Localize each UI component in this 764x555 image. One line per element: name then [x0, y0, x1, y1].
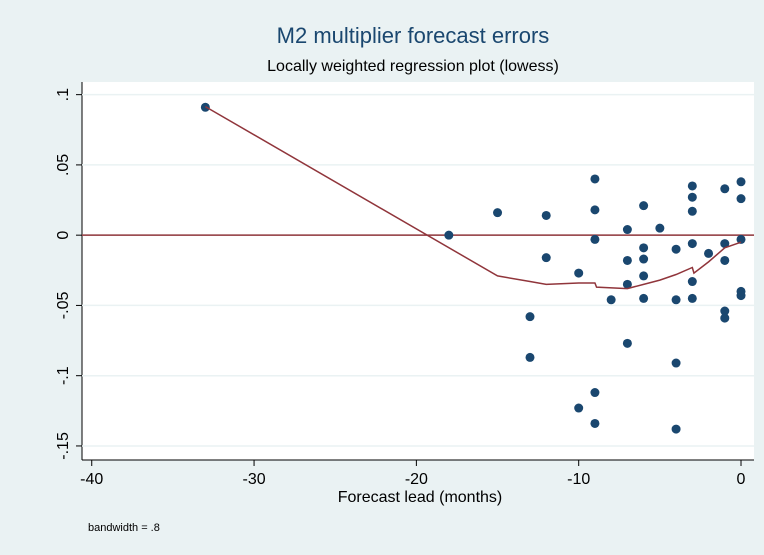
- x-tick-label: -10: [567, 471, 590, 488]
- point: [444, 230, 454, 240]
- point: [525, 352, 535, 362]
- y-tick-label: .1: [55, 88, 72, 101]
- point: [671, 244, 681, 254]
- point: [720, 184, 730, 194]
- point: [687, 206, 697, 216]
- point: [736, 194, 746, 204]
- y-tick-label: -.05: [55, 292, 72, 320]
- point: [671, 424, 681, 434]
- y-tick-label: 0: [55, 231, 72, 240]
- point: [639, 271, 649, 281]
- point: [590, 205, 600, 215]
- point: [639, 254, 649, 264]
- point: [687, 293, 697, 303]
- point: [655, 223, 665, 233]
- point: [687, 277, 697, 287]
- point: [704, 248, 714, 258]
- point: [590, 418, 600, 428]
- x-tick-label: 0: [737, 471, 746, 488]
- x-tick-label: -20: [405, 471, 428, 488]
- point: [622, 279, 632, 289]
- lowess-line: [204, 105, 742, 290]
- point: [622, 255, 632, 265]
- y-tick-label: -.1: [55, 366, 72, 385]
- note: bandwidth = .8: [88, 522, 160, 534]
- point: [736, 177, 746, 187]
- x-tick-label: -40: [80, 471, 103, 488]
- point: [541, 253, 551, 263]
- point: [639, 243, 649, 253]
- y-tick-label: .05: [55, 154, 72, 176]
- chart-title: M2 multiplier forecast errors: [277, 23, 550, 48]
- point: [687, 192, 697, 202]
- chart-subtitle: Locally weighted regression plot (lowess…: [267, 58, 559, 75]
- point: [541, 210, 551, 220]
- point: [639, 293, 649, 303]
- point: [606, 295, 616, 305]
- x-tick-label: -30: [242, 471, 265, 488]
- point: [720, 306, 730, 316]
- plot-area: [82, 82, 754, 460]
- point: [525, 312, 535, 322]
- point: [590, 234, 600, 244]
- point: [574, 403, 584, 413]
- point: [671, 358, 681, 368]
- point: [720, 239, 730, 249]
- point: [622, 338, 632, 348]
- point: [590, 388, 600, 398]
- x-axis-label: Forecast lead (months): [338, 489, 503, 506]
- point: [736, 291, 746, 301]
- point: [493, 208, 503, 218]
- point: [639, 201, 649, 211]
- point: [574, 268, 584, 278]
- point: [687, 239, 697, 249]
- y-tick-label: -.15: [55, 432, 72, 460]
- point: [736, 234, 746, 244]
- point: [720, 313, 730, 323]
- point: [720, 255, 730, 265]
- point: [671, 295, 681, 305]
- point: [687, 181, 697, 191]
- point: [622, 225, 632, 235]
- point: [590, 174, 600, 184]
